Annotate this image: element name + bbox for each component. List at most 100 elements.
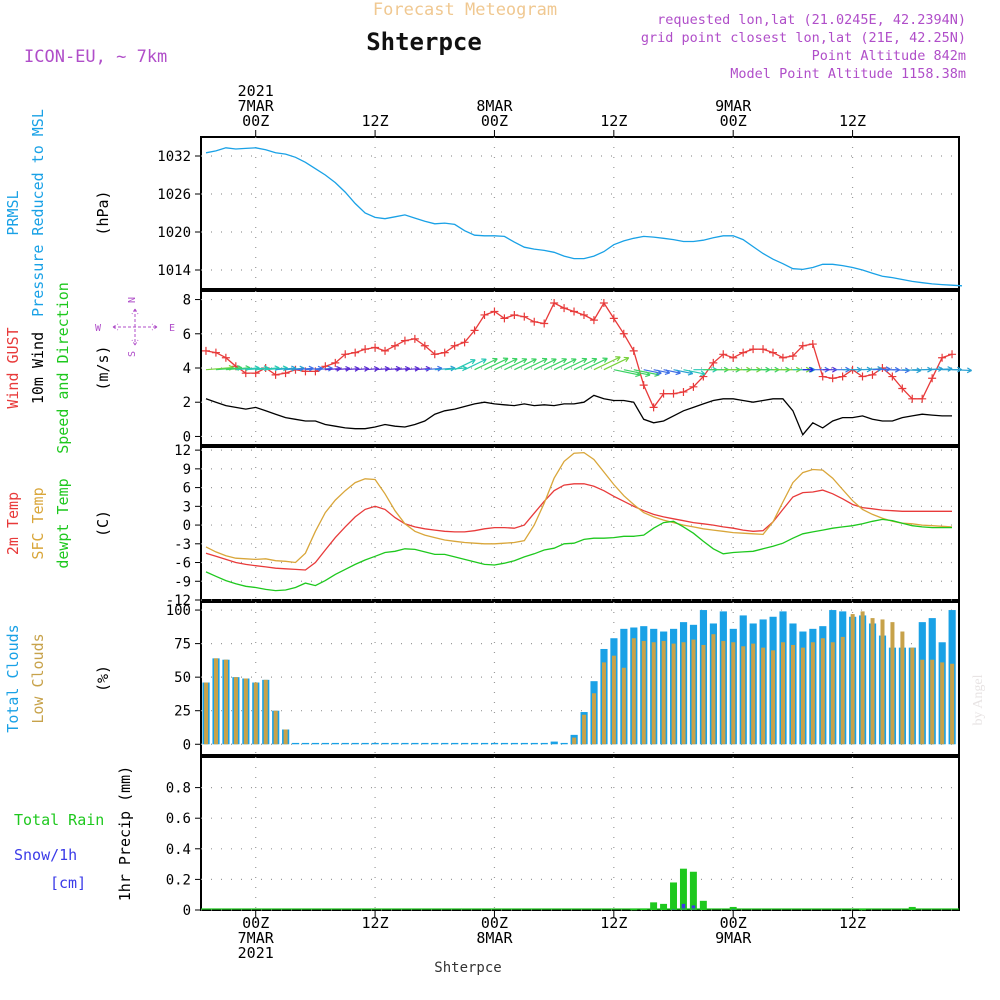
time-label-top: 00Z [720,112,747,130]
time-label-top: 12Z [362,112,389,130]
time-label-bottom: 00Z [242,914,269,932]
y-tick-label: 4 [183,361,191,377]
gust-point [719,350,728,359]
low-cloud-bar [631,638,636,745]
rain-bar [689,871,697,910]
low-cloud-bar [731,642,736,745]
wind-arrow [394,367,410,371]
low-cloud-bar [204,682,209,745]
axis-label: 2m Temp [4,492,22,555]
low-cloud-bar [611,655,616,745]
wind-arrow [265,367,288,371]
y-tick-label: 0.4 [166,842,191,858]
total-cloud-bar [500,742,509,745]
footer-location: Shterpce [434,960,501,976]
low-cloud-bar [641,640,646,745]
gust-point [520,312,529,321]
wind-arrow [424,367,443,371]
axis-label: Pressure Reduced to MSL [29,109,47,317]
low-cloud-bar [761,647,766,745]
unit-label: (m/s) [94,345,112,390]
wind-arrow [404,367,420,371]
low-cloud-bar [223,659,228,745]
time-label-bottom: 7MAR [238,929,275,947]
gust-point [868,370,877,379]
wind-arrow [583,357,608,371]
y-tick-label: 6 [183,327,191,343]
time-label-top: 12Z [600,112,627,130]
low-cloud-bar [253,682,258,745]
low-cloud-bar [214,658,219,745]
gust-point [639,381,648,390]
model-altitude: Model Point Altitude 1158.38m [730,66,966,82]
gust-point [888,372,897,381]
series-line [205,483,952,571]
wind-arrow-head [551,358,557,364]
y-tick-label: 75 [174,637,191,653]
low-cloud-bar [860,611,865,745]
wind-arrow [683,369,706,375]
wind-arrow [952,369,972,372]
total-cloud-bar [381,742,389,745]
low-cloud-bar [263,679,268,745]
gust-point [480,310,489,319]
unit-label: (%) [94,665,112,692]
wind-arrow [315,367,333,371]
gust-point [390,341,399,350]
gust-point [778,353,787,362]
wind-arrow [414,367,431,371]
wind-arrow-head [531,358,537,364]
gust-point [400,336,409,345]
rain-bar [670,882,677,910]
low-cloud-bar [830,642,835,745]
axis-label: Low Clouds [29,633,47,723]
low-cloud-bar [283,729,288,745]
axis-label: dewpt Temp [54,478,72,568]
gust-point [709,358,718,367]
low-cloud-bar [592,693,597,745]
total-cloud-bar [351,742,359,745]
total-cloud-bar [550,741,558,745]
total-cloud-bar [471,742,479,745]
wind-arrow [533,358,557,371]
total-cloud-bar [391,742,399,745]
series-line [205,147,963,287]
low-cloud-bar [870,618,875,745]
gust-point [808,340,817,349]
low-cloud-bar [651,642,656,745]
gust-point [599,298,608,307]
wind-arrow [225,367,251,371]
time-label-bottom: 2021 [238,944,274,962]
series-line [205,451,953,564]
rain-bar [699,900,707,910]
panel-2: 0 2 4 6 8 Wind GUST 10m Wind Speed and Directio… [4,282,972,454]
low-cloud-bar [890,622,895,745]
low-cloud-bar [790,644,795,745]
wind-arrow-head [591,357,598,364]
unit-label: 1hr Precip (mm) [116,766,134,901]
gust-point [510,310,519,319]
axis-label: Speed and Direction [54,282,72,454]
gust-point [241,369,250,378]
wind-arrow-head [481,358,487,364]
y-tick-label: -6 [174,556,191,572]
compass-rose [112,308,158,346]
compass-e: E [169,323,175,334]
y-tick-label: 1020 [157,225,191,241]
low-cloud-bar [910,647,915,745]
y-tick-label: 12 [174,443,191,459]
total-cloud-bar [292,742,300,745]
wind-arrow-head [521,358,528,364]
gust-point [928,374,937,383]
total-cloud-bar [431,742,439,745]
wind-arrow [235,367,260,371]
y-tick-label: 1014 [157,263,191,279]
grid-point-coords: grid point closest lon,lat (21E, 42.25N) [641,30,966,46]
low-cloud-bar [233,677,238,745]
gust-point [818,372,827,381]
wind-arrow [325,367,341,371]
low-cloud-bar [572,737,577,745]
point-altitude: Point Altitude 842m [812,48,966,64]
total-cloud-bar [451,742,459,745]
low-cloud-bar [741,646,746,745]
